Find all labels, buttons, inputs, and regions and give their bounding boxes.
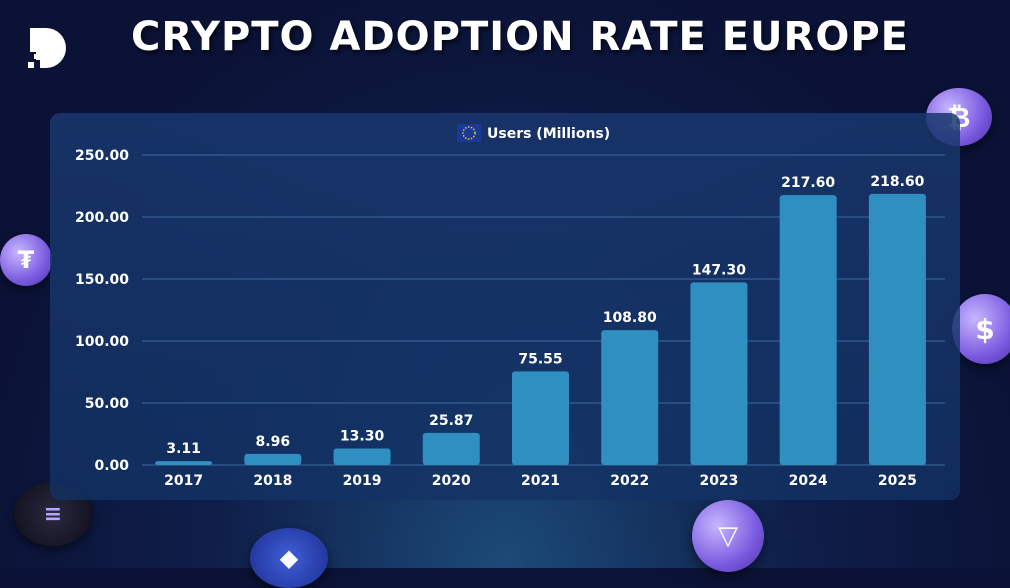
bar-2023 [690,282,748,465]
data-label: 147.30 [692,262,746,278]
bar-2019 [333,448,391,465]
x-tick-label: 2021 [521,473,560,489]
ethereum-coin-icon: ◆ [250,528,328,588]
x-tick-label: 2018 [253,473,292,489]
x-tick-label: 2017 [164,473,203,489]
legend-label: Users (Millions) [487,126,610,142]
chart-panel: 0.00 50.00 100.00 150.00 200.00 250.00 Users (… [50,113,960,500]
y-tick-label: 50.00 [85,396,130,412]
page-title: CRYPTO ADOPTION RATE EUROPE [131,14,909,60]
bar-chart: 0.00 50.00 100.00 150.00 200.00 250.00 Users (… [75,124,945,489]
y-tick-label: 200.00 [75,210,129,226]
brand-logo [28,28,66,68]
bar-2020 [422,432,480,465]
data-label: 218.60 [870,174,924,190]
y-tick-label: 0.00 [94,458,129,474]
usdc-coin-icon: $ [952,294,1010,364]
x-tick-label: 2020 [432,473,471,489]
data-label: 13.30 [340,429,385,445]
bar-2018 [244,453,302,465]
y-tick-label: 250.00 [75,148,129,164]
eu-stars-icon [462,126,476,140]
x-tick-label: 2019 [343,473,382,489]
bar-2025 [868,193,926,465]
bar-2022 [601,330,659,465]
x-tick-label: 2022 [610,473,649,489]
y-tick-label: 150.00 [75,272,129,288]
data-label: 217.60 [781,175,835,191]
data-label: 8.96 [256,434,291,450]
bar-2017 [155,461,213,465]
data-label: 3.11 [166,441,201,457]
bar-2021 [512,371,569,465]
x-tick-label: 2024 [789,473,828,489]
eu-flag-icon [457,124,481,142]
tron-coin-icon: ▽ [692,500,764,572]
x-tick-label: 2025 [878,473,917,489]
data-label: 108.80 [603,310,657,326]
tether-coin-icon: ₮ [0,234,52,286]
data-label: 25.87 [429,413,473,429]
data-label: 75.55 [518,351,562,367]
y-tick-label: 100.00 [75,334,129,350]
x-tick-label: 2023 [699,473,738,489]
bar-2024 [779,195,837,465]
